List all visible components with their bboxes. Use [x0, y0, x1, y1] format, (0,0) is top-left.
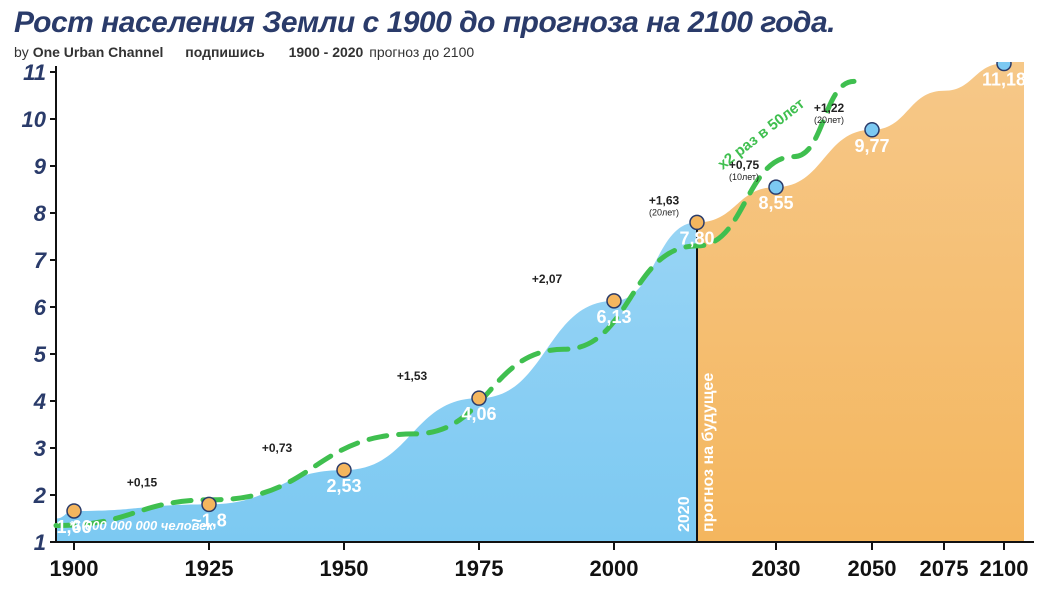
delta-label: +2,07 — [532, 272, 563, 286]
xtick-label: 1950 — [320, 556, 369, 581]
value-label: 7,80 — [679, 228, 714, 248]
ytick-label: 1 — [34, 530, 46, 555]
subscribe-label: подпишись — [185, 44, 264, 60]
ytick-label: 4 — [33, 389, 46, 414]
xtick-label: 1900 — [50, 556, 99, 581]
xtick-label: 2000 — [590, 556, 639, 581]
ytick-label: 10 — [22, 107, 47, 132]
xtick-label: 2100 — [980, 556, 1029, 581]
xtick-label: 1975 — [455, 556, 504, 581]
data-marker — [607, 294, 621, 308]
data-marker — [202, 497, 216, 511]
data-marker — [690, 215, 704, 229]
data-marker — [865, 123, 879, 137]
subtitle: by One Urban Channel подпишись 1900 - 20… — [14, 44, 474, 60]
ytick-label: 5 — [34, 342, 47, 367]
split-label-2020: 2020 — [676, 496, 693, 532]
channel-name: One Urban Channel — [33, 44, 164, 60]
value-label: 2,53 — [326, 476, 361, 496]
value-label: 6,13 — [596, 307, 631, 327]
ytick-label: 3 — [34, 436, 46, 461]
delta-sub: (20лет) — [814, 115, 844, 125]
ytick-label: 8 — [34, 201, 47, 226]
ytick-label: 7 — [34, 248, 48, 273]
value-label: 9,77 — [854, 136, 889, 156]
data-marker — [769, 180, 783, 194]
xtick-label: 2050 — [848, 556, 897, 581]
data-marker — [67, 504, 81, 518]
delta-label: +1,63 — [649, 193, 680, 207]
value-label: 4,06 — [461, 404, 496, 424]
delta-label: +1,53 — [397, 369, 428, 383]
prognoz-label: прогноз до 2100 — [369, 44, 474, 60]
value-label: 8,55 — [758, 193, 793, 213]
by-label: by — [14, 44, 29, 60]
ytick-label: 9 — [34, 154, 47, 179]
delta-label: +1,22 — [814, 101, 845, 115]
ytick-label: 6 — [34, 295, 47, 320]
xtick-label: 2030 — [752, 556, 801, 581]
delta-label: +0,73 — [262, 441, 293, 455]
data-marker — [337, 463, 351, 477]
ytick-label: 2 — [33, 483, 47, 508]
split-label-future: прогноз на будущее — [700, 373, 717, 532]
delta-sub: (20лет) — [649, 207, 679, 217]
value-label: 11,18 — [982, 70, 1026, 90]
data-marker — [472, 391, 486, 405]
population-chart: 1 2 3 4 5 6 7 8 9 10 11 1900 1925 1950 1975 2000 2030 205… — [14, 62, 1036, 602]
range-label: 1900 - 2020 — [289, 44, 364, 60]
footnote: *1 000 000 000 человек — [69, 518, 214, 533]
chart-svg: 1 2 3 4 5 6 7 8 9 10 11 1900 1925 1950 1975 2000 2030 205… — [14, 62, 1036, 602]
page-title: Рост населения Земли с 1900 до прогноза … — [14, 6, 835, 40]
delta-label: +0,15 — [127, 475, 158, 489]
xtick-label: 1925 — [185, 556, 234, 581]
delta-sub: (10лет) — [729, 172, 759, 182]
xtick-label: 2075 — [920, 556, 969, 581]
delta-label: +0,75 — [729, 158, 760, 172]
ytick-label: 11 — [23, 62, 46, 85]
